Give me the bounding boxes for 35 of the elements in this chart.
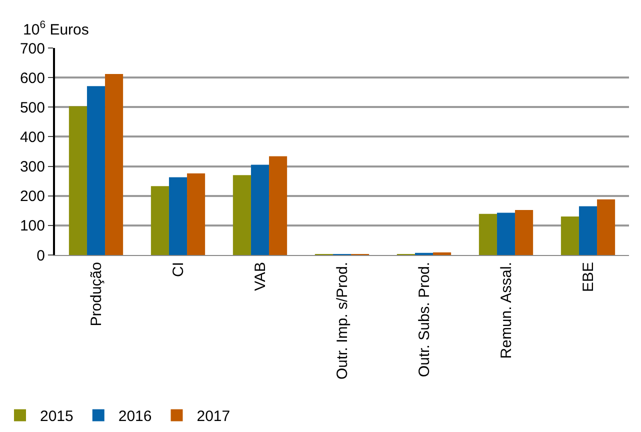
bar bbox=[250, 164, 270, 255]
y-tick-label: 700 bbox=[20, 40, 45, 58]
bar bbox=[597, 199, 616, 255]
bar bbox=[269, 156, 288, 255]
legend-label: 2017 bbox=[196, 408, 230, 426]
bar bbox=[560, 216, 579, 255]
x-tick-label: Remun. Assal. bbox=[498, 262, 515, 359]
y-tick-label: 100 bbox=[20, 218, 45, 235]
bar bbox=[232, 175, 251, 255]
bar bbox=[105, 74, 124, 255]
y-tick-label: 600 bbox=[20, 70, 45, 87]
bar bbox=[150, 186, 169, 255]
x-tick-label: VAB bbox=[252, 262, 269, 291]
y-tick-label: 0 bbox=[36, 247, 45, 264]
y-tick-label: 200 bbox=[20, 188, 45, 206]
bar bbox=[578, 206, 598, 255]
y-tick-label: 500 bbox=[20, 99, 45, 116]
bar bbox=[187, 173, 206, 255]
y-axis-title: 10$^{6}$ Euros bbox=[23, 19, 89, 38]
bar bbox=[496, 212, 516, 255]
y-tick-label: 300 bbox=[20, 158, 45, 176]
bar bbox=[168, 177, 188, 255]
x-tick-label: Produção bbox=[88, 262, 105, 326]
x-tick-label: Outr. Imp. s/Prod. bbox=[334, 262, 351, 380]
bar bbox=[68, 106, 87, 255]
x-tick-label: CI bbox=[170, 262, 187, 277]
bar bbox=[478, 214, 497, 255]
bar bbox=[86, 86, 106, 255]
legend-label: 2016 bbox=[118, 408, 152, 426]
x-tick-label: Outr. Subs. Prod. bbox=[416, 262, 433, 378]
x-tick-label: EBE bbox=[580, 262, 597, 292]
y-tick-label: 400 bbox=[20, 128, 45, 146]
legend-label: 2015 bbox=[40, 408, 74, 426]
bar bbox=[433, 252, 452, 255]
bar bbox=[515, 210, 534, 255]
